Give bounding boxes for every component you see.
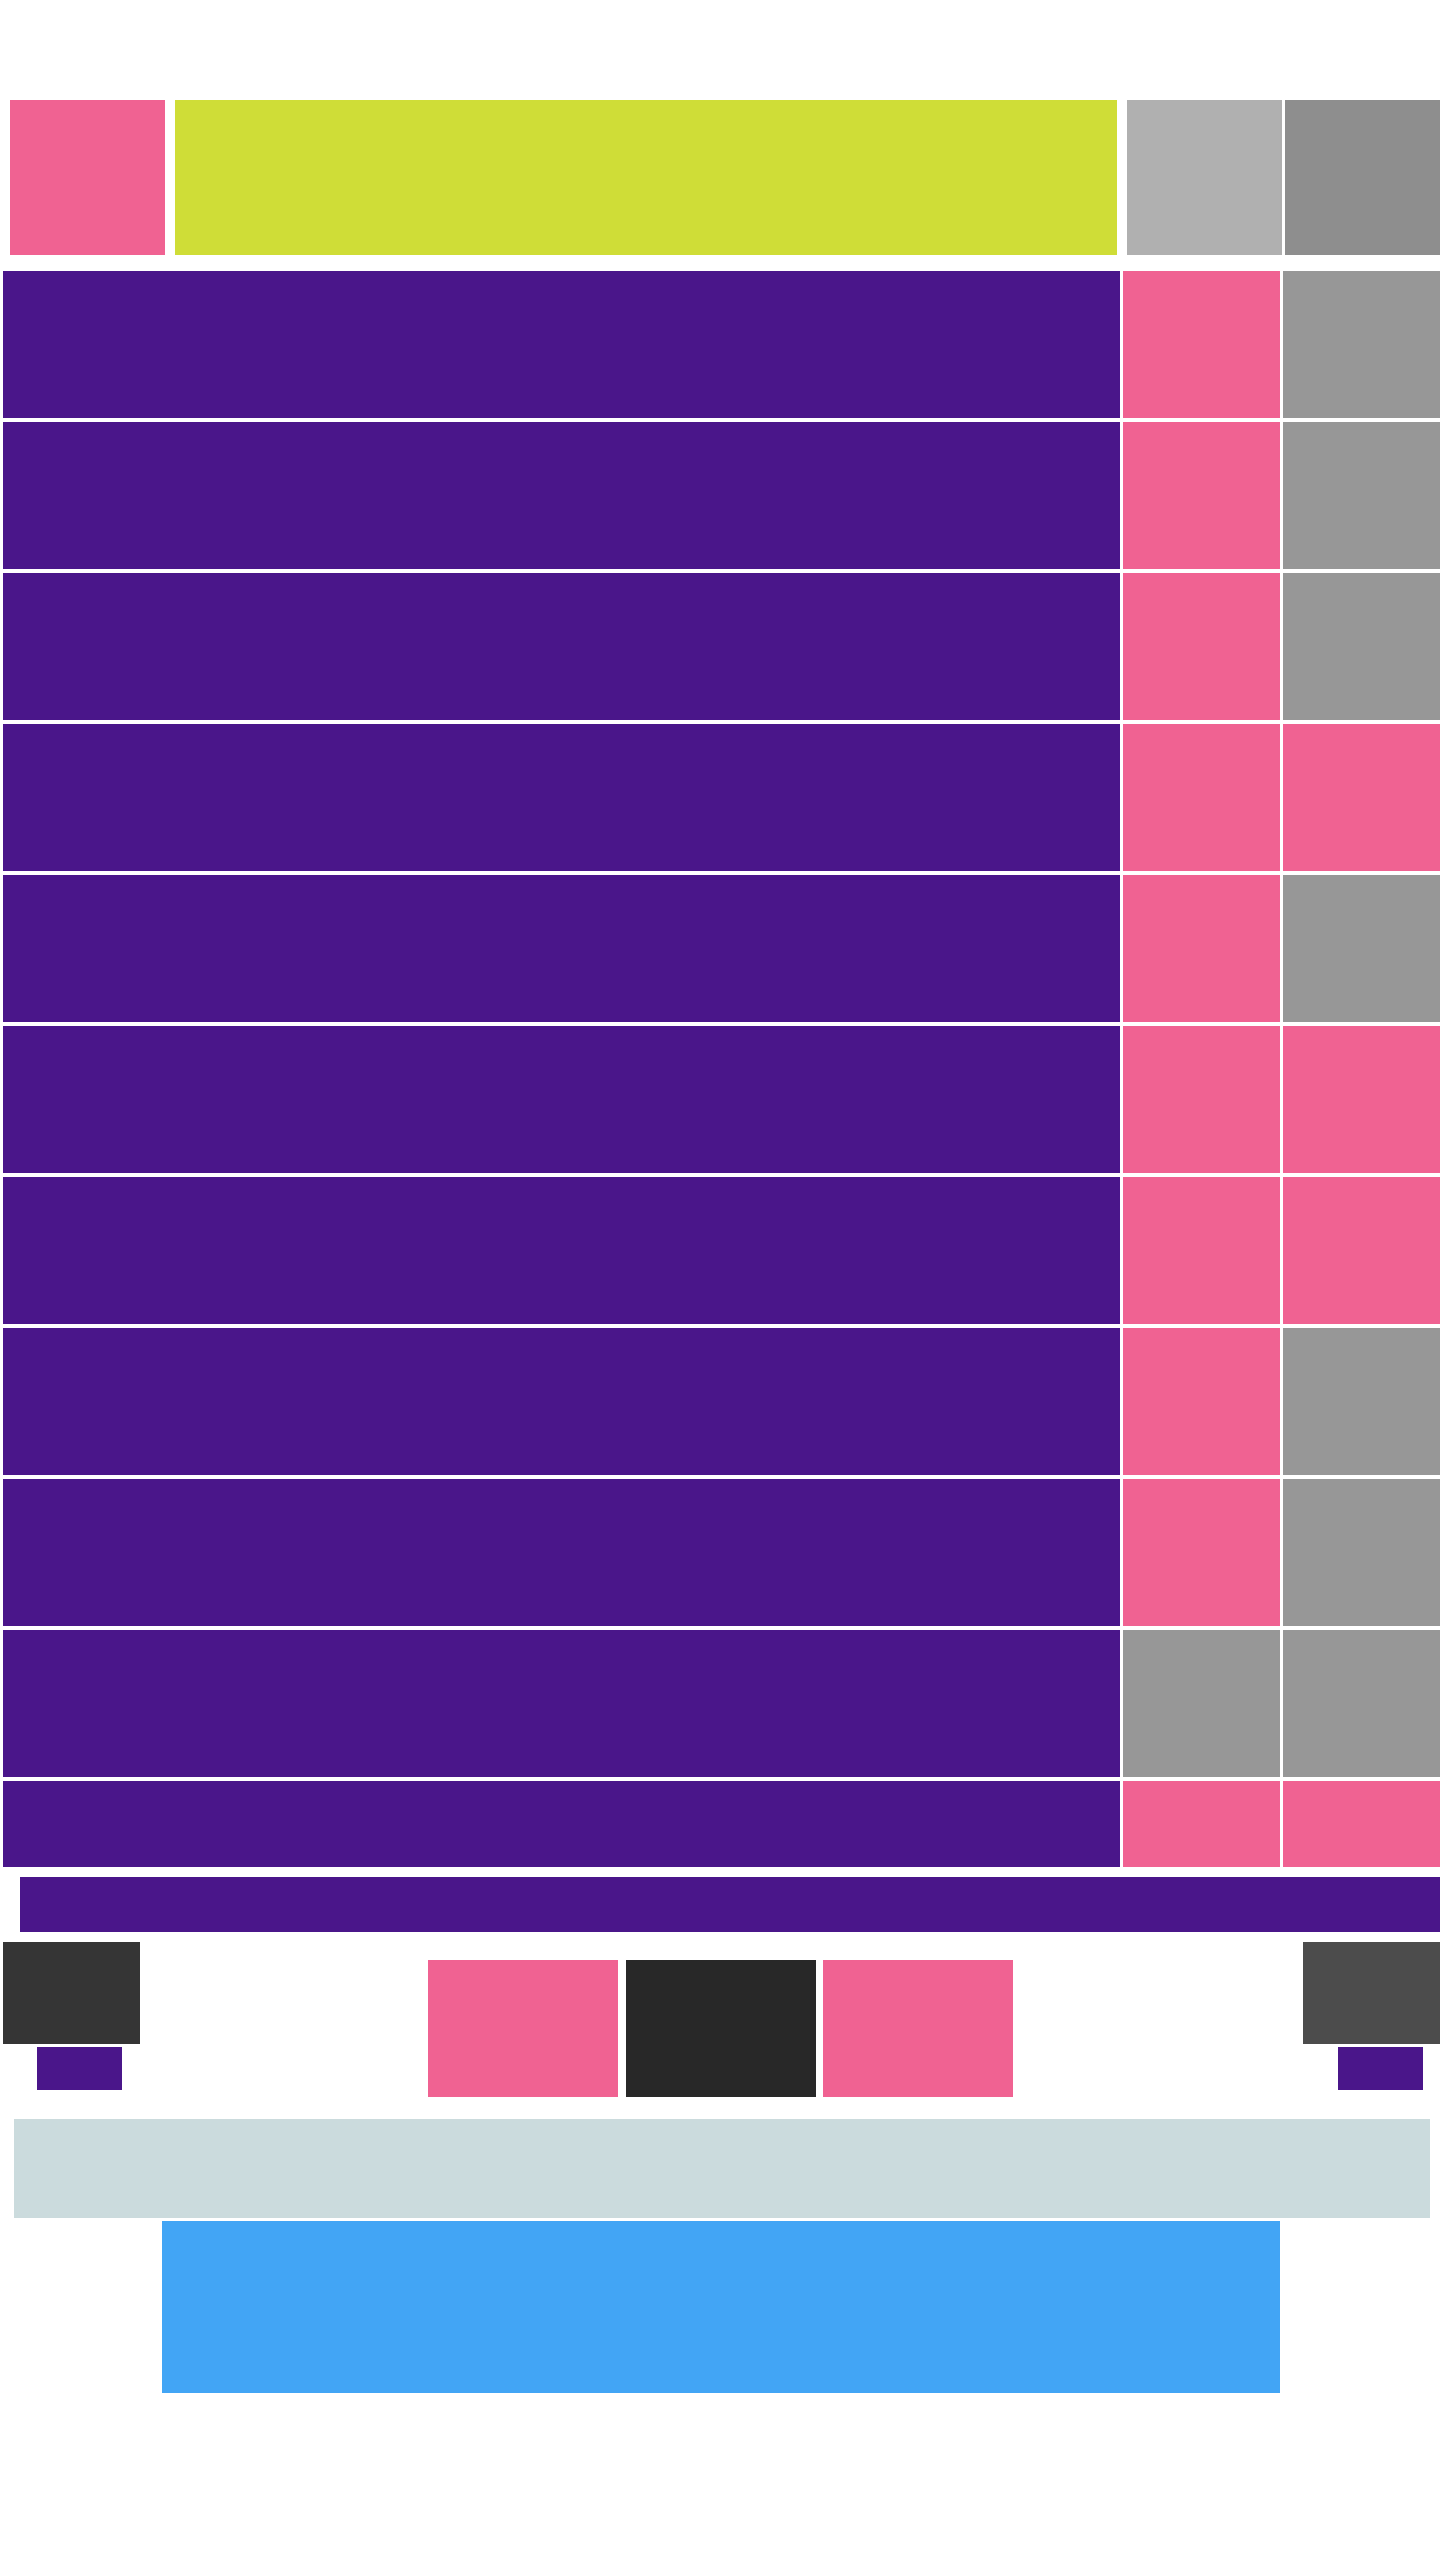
list-item[interactable]: [3, 1328, 1120, 1475]
right-control-button[interactable]: [1303, 1942, 1440, 2044]
list-item[interactable]: [3, 1479, 1120, 1626]
list-item[interactable]: [3, 724, 1120, 871]
menu-button[interactable]: [10, 100, 165, 255]
list-item-action-secondary[interactable]: [1283, 1630, 1440, 1777]
list-item-label: [3, 1630, 1120, 1777]
left-indicator: [37, 2047, 122, 2090]
primary-action-label: [162, 2221, 1280, 2393]
header-title-bar: [175, 100, 1117, 255]
list-item-action-secondary[interactable]: [1283, 1781, 1440, 1867]
list-item-action-secondary[interactable]: [1283, 1328, 1440, 1475]
list-item-action-primary[interactable]: [1123, 875, 1280, 1022]
page-title: [175, 100, 1117, 255]
list-item-label: [3, 875, 1120, 1022]
header-action-button-1[interactable]: [1127, 100, 1282, 255]
list-item[interactable]: [3, 1630, 1120, 1777]
list-item[interactable]: [3, 1177, 1120, 1324]
list-item-action-secondary[interactable]: [1283, 1177, 1440, 1324]
right-indicator: [1338, 2047, 1423, 2090]
play-button[interactable]: [626, 1960, 816, 2097]
footer-bar: [14, 2119, 1430, 2218]
list-item-label: [3, 1479, 1120, 1626]
list-item-action-primary[interactable]: [1123, 1026, 1280, 1173]
list-item[interactable]: [3, 422, 1120, 569]
next-button[interactable]: [823, 1960, 1013, 2097]
list-item-action-primary[interactable]: [1123, 1630, 1280, 1777]
previous-button[interactable]: [428, 1960, 618, 2097]
list-item-action-secondary[interactable]: [1283, 1479, 1440, 1626]
list-item-label: [3, 573, 1120, 720]
list-item-label: [3, 1177, 1120, 1324]
play-icon: [626, 1960, 816, 2097]
menu-icon: [10, 100, 165, 255]
list-item-label: [3, 1781, 1120, 1867]
list-item[interactable]: [3, 1026, 1120, 1173]
list-item-label: [3, 1026, 1120, 1173]
header-action-button-2[interactable]: [1285, 100, 1440, 255]
list-item[interactable]: [3, 573, 1120, 720]
list-item-action-primary[interactable]: [1123, 1781, 1280, 1867]
left-control-button[interactable]: [3, 1942, 140, 2044]
list-item[interactable]: [3, 271, 1120, 418]
list-item-action-primary[interactable]: [1123, 271, 1280, 418]
list-item-action-primary[interactable]: [1123, 724, 1280, 871]
list-item-action-secondary[interactable]: [1283, 271, 1440, 418]
list-item-action-secondary[interactable]: [1283, 1026, 1440, 1173]
list-item-action-primary[interactable]: [1123, 1328, 1280, 1475]
list-item-action-secondary[interactable]: [1283, 573, 1440, 720]
list-item-action-primary[interactable]: [1123, 573, 1280, 720]
list-item-action-primary[interactable]: [1123, 422, 1280, 569]
list-item-label: [3, 271, 1120, 418]
list-item-label: [3, 1328, 1120, 1475]
list-item-action-primary[interactable]: [1123, 1177, 1280, 1324]
more-icon: [1285, 100, 1440, 255]
list-item-action-secondary[interactable]: [1283, 422, 1440, 569]
list-item[interactable]: [3, 1781, 1120, 1867]
list-item-label: [3, 724, 1120, 871]
list-item-action-secondary[interactable]: [1283, 875, 1440, 1022]
next-icon: [823, 1960, 1013, 2097]
previous-icon: [428, 1960, 618, 2097]
list-item[interactable]: [3, 875, 1120, 1022]
primary-action-button[interactable]: [162, 2221, 1280, 2393]
list-item-label: [3, 422, 1120, 569]
list-item-action-primary[interactable]: [1123, 1479, 1280, 1626]
progress-bar[interactable]: [20, 1877, 1440, 1932]
action-icon: [1127, 100, 1282, 255]
list-item-action-secondary[interactable]: [1283, 724, 1440, 871]
